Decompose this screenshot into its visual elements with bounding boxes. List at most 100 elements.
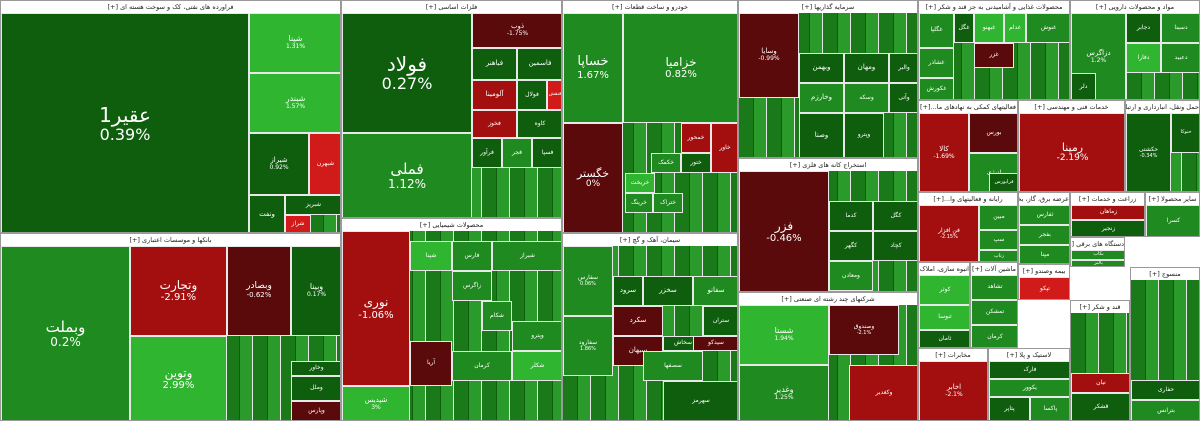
stock-tile[interactable]: وصنا (799, 113, 844, 157)
stock-tile[interactable]: فزر -0.46% (739, 171, 829, 291)
stock-tile[interactable]: وخارزم (799, 83, 844, 113)
stock-tile[interactable]: فسپا (532, 138, 561, 168)
stock-tile[interactable]: فملی 1.12% (342, 133, 472, 217)
stock-tile[interactable]: فرآور (472, 138, 502, 168)
stock-tile[interactable]: بترانس (1131, 400, 1199, 420)
stock-tile[interactable]: ستران (703, 306, 737, 336)
stock-tile[interactable]: شبهرن (309, 133, 340, 195)
stock-tile[interactable]: ختور (681, 153, 711, 173)
stock-tile[interactable]: والبر (889, 53, 917, 83)
stock-tile[interactable]: کرمان (971, 325, 1017, 347)
stock-tile[interactable]: کرمان (452, 351, 512, 381)
stock-tile[interactable]: نیان (1071, 373, 1129, 393)
stock-tile[interactable]: فارس (452, 241, 492, 271)
stock-tile[interactable]: کسرا (1146, 205, 1199, 236)
stock-tile[interactable]: کوثر (919, 275, 969, 305)
stock-tile[interactable]: فولاد 0.27% (342, 13, 472, 133)
stock-tile[interactable]: شپدیس 3% (342, 386, 410, 420)
stock-tile[interactable]: دعبید (1161, 43, 1199, 73)
stock-tile[interactable]: ثفارس (1019, 205, 1069, 225)
stock-tile[interactable]: غبهنو (974, 13, 1004, 43)
stock-tile[interactable]: دسینا (1161, 13, 1199, 43)
stock-tile[interactable]: سفارس 0.06% (563, 246, 613, 316)
stock-tile[interactable]: قشکر (1071, 393, 1129, 420)
stock-tile[interactable]: وبهمن (799, 53, 844, 83)
stock-tile[interactable]: خگستر 0% (563, 123, 623, 232)
stock-tile[interactable]: بورس (969, 113, 1017, 153)
stock-tile[interactable]: فن افزار -2.15% (919, 205, 979, 261)
stock-tile[interactable]: کگهر (829, 231, 873, 261)
stock-tile[interactable]: شیراز (492, 241, 561, 271)
stock-tile[interactable]: فباهنر (472, 48, 517, 80)
stock-tile[interactable]: وپترو (512, 321, 561, 351)
stock-tile[interactable]: وغدیر 1.25% (739, 365, 829, 420)
stock-tile[interactable]: وبملت 0.2% (1, 246, 130, 420)
stock-tile[interactable]: ثامان (919, 330, 969, 347)
stock-tile[interactable]: فولال (517, 80, 547, 110)
stock-tile[interactable]: سخزر (643, 276, 693, 306)
stock-tile[interactable]: فجر (502, 138, 532, 168)
stock-tile[interactable]: خکمک (651, 153, 681, 173)
stock-tile[interactable]: کاوه (517, 110, 561, 138)
stock-tile[interactable]: کدما (829, 201, 873, 231)
stock-tile[interactable]: وتوین 2.99% (130, 336, 227, 420)
stock-tile[interactable]: شبریز (285, 195, 340, 215)
stock-tile[interactable]: غگل (954, 13, 974, 43)
stock-tile[interactable]: غدام (1004, 13, 1026, 43)
stock-tile[interactable]: فاسمین (517, 48, 561, 80)
stock-tile[interactable]: وخاور (291, 361, 340, 376)
stock-tile[interactable]: وآتی (889, 83, 917, 113)
stock-tile[interactable]: خریخت (625, 173, 655, 193)
stock-tile[interactable]: ثنوسا (919, 305, 969, 330)
stock-tile[interactable]: سفارود 1.86% (563, 316, 613, 376)
stock-tile[interactable]: دجابر (1126, 13, 1161, 43)
stock-tile[interactable]: تمشکن (971, 300, 1017, 325)
stock-tile[interactable]: شکلر (512, 351, 561, 381)
stock-tile[interactable]: سهرمز (663, 381, 737, 420)
stock-tile[interactable]: غکورش (919, 78, 954, 99)
stock-tile[interactable]: زماهان (1071, 205, 1144, 220)
stock-tile[interactable]: مپنا (1019, 245, 1069, 263)
stock-tile[interactable]: ونفت (249, 195, 285, 232)
stock-tile[interactable]: زاگرس (452, 271, 492, 301)
stock-tile[interactable]: شستا 1.94% (739, 305, 829, 365)
stock-tile[interactable]: کچاد (873, 231, 917, 261)
stock-tile[interactable]: شکام (482, 301, 512, 331)
stock-tile[interactable]: کالا -1.69% (919, 113, 969, 191)
stock-tile[interactable]: ومعادن (829, 261, 873, 291)
stock-tile[interactable]: کگل (873, 201, 917, 231)
stock-tile[interactable]: آریا (410, 341, 452, 386)
stock-tile[interactable]: غزر (974, 43, 1014, 68)
stock-tile[interactable]: غنوش (1026, 13, 1069, 43)
stock-tile[interactable]: خرینگ (625, 193, 653, 213)
stock-tile[interactable]: فارک (989, 361, 1069, 379)
stock-tile[interactable]: شیراز 0.92% (249, 133, 309, 195)
stock-tile[interactable]: حفاری (1131, 380, 1199, 400)
stock-tile[interactable]: خاور (711, 123, 737, 173)
stock-tile[interactable]: تپکو (1019, 277, 1069, 299)
stock-tile[interactable]: سفانو (693, 276, 737, 306)
stock-tile[interactable]: دلر (1071, 73, 1096, 99)
stock-tile[interactable]: نوری -1.06% (342, 231, 410, 386)
stock-tile[interactable]: رمپنا -2.19% (1019, 113, 1124, 191)
stock-tile[interactable]: پاکسا (1030, 397, 1069, 420)
stock-tile[interactable]: وپارس (291, 401, 340, 420)
stock-tile[interactable]: زنجیر (1071, 220, 1144, 236)
stock-tile[interactable]: خساپا 1.67% (563, 13, 623, 123)
stock-tile[interactable]: غشاذر (919, 48, 954, 78)
stock-tile[interactable]: وسایا -0.99% (739, 13, 799, 98)
stock-tile[interactable]: وبصادر -0.62% (227, 246, 291, 336)
stock-tile[interactable]: غگلپا (919, 13, 954, 48)
stock-tile[interactable]: شراز (285, 215, 311, 232)
stock-tile[interactable]: آلومینا (472, 80, 517, 110)
stock-tile[interactable]: اخابر -2.1% (919, 361, 987, 420)
stock-tile[interactable]: بفجر (1019, 225, 1069, 245)
stock-tile[interactable]: خزامیا 0.82% (623, 13, 737, 123)
stock-tile[interactable]: وسکه (844, 83, 889, 113)
stock-tile[interactable]: فخوز (472, 110, 517, 138)
stock-tile[interactable]: وملل (291, 376, 340, 401)
stock-tile[interactable]: سصفها (643, 351, 703, 381)
stock-tile[interactable]: وبینا 0.17% (291, 246, 340, 336)
stock-tile[interactable]: سپ (979, 230, 1017, 250)
stock-tile[interactable]: سیدکو (693, 336, 737, 351)
